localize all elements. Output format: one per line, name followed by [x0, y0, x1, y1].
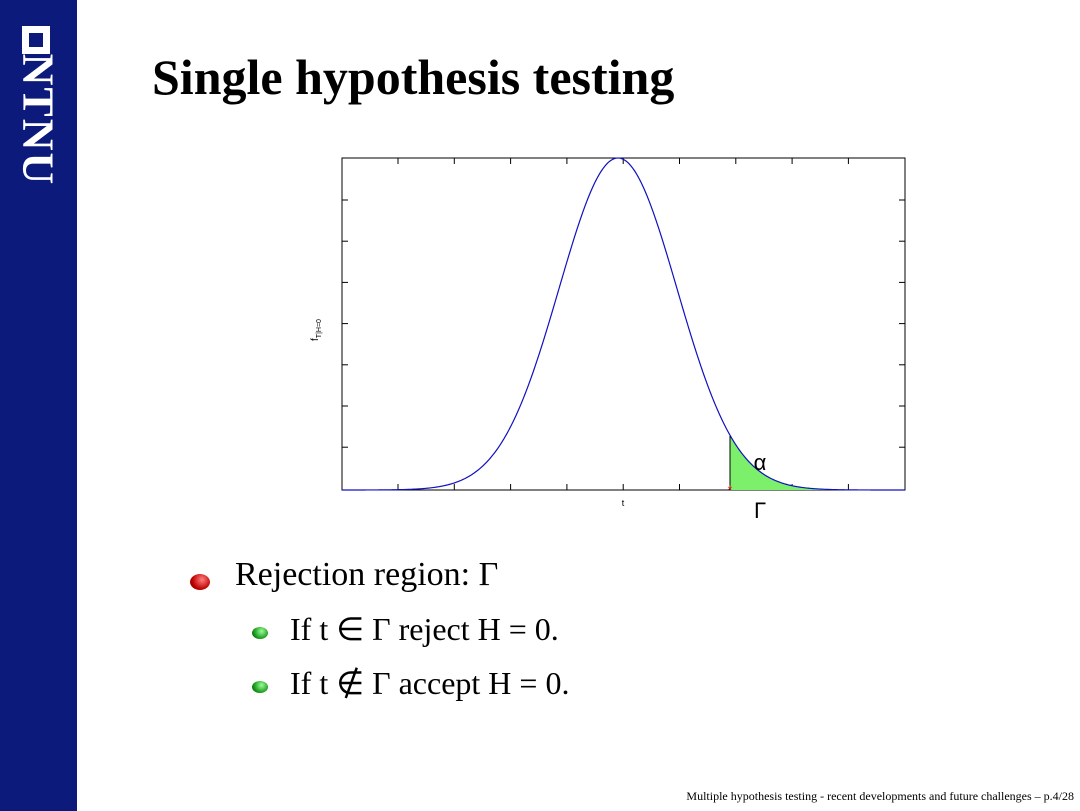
- logo-icon: [22, 26, 50, 54]
- bullet-icon: [190, 574, 210, 590]
- alpha-label: α: [754, 450, 767, 475]
- threshold-marker: *: [728, 483, 733, 497]
- sidebar: NTNU: [0, 0, 77, 811]
- density-curve: [342, 157, 905, 491]
- y-label-sub: T|H=0: [316, 319, 323, 338]
- sub-bullet-text: If t ∉ Γ accept H = 0.: [290, 665, 570, 701]
- figure: * fT|H=0 t α Γ: [310, 157, 906, 523]
- sub-bullet-icon: [252, 681, 268, 693]
- ticks: [342, 158, 905, 490]
- sub-bullet-icon: [252, 627, 268, 639]
- region-label: Γ: [754, 498, 766, 523]
- x-label: t: [622, 498, 625, 508]
- y-label-main: f: [310, 338, 321, 341]
- y-label: fT|H=0: [310, 319, 323, 341]
- plot-frame: [341, 157, 906, 491]
- sub-bullet-text: If t ∈ Γ reject H = 0.: [290, 611, 559, 647]
- slide-title: Single hypothesis testing: [152, 49, 675, 105]
- bullet-text: Rejection region: Γ: [235, 556, 499, 593]
- rejection-area: [730, 435, 905, 490]
- footer: Multiple hypothesis testing - recent dev…: [686, 789, 1074, 803]
